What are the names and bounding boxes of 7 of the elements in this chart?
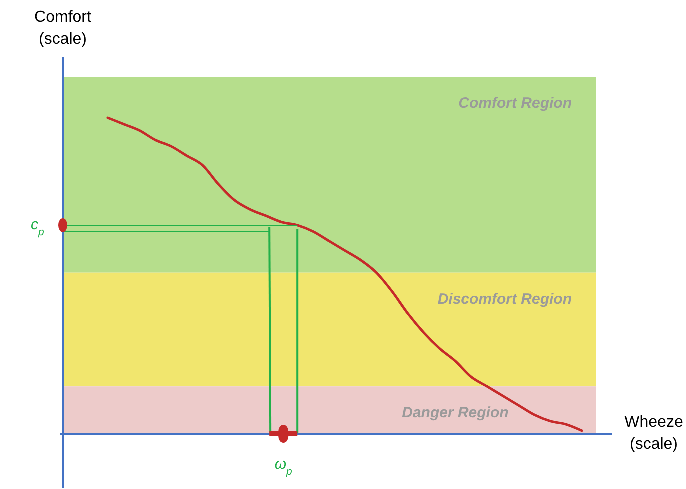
band-label: Danger Region: [402, 404, 509, 422]
band-label: Discomfort Region: [438, 290, 572, 308]
ref-line-label: c$_{p}$: [31, 216, 44, 238]
text: ω$_{p}$: [274, 456, 293, 478]
band-label: Comfort Region: [458, 95, 572, 112]
x-axis-title: Wheeze (scale): [624, 414, 684, 453]
y-axis-title: Comfort (scale): [34, 9, 92, 48]
